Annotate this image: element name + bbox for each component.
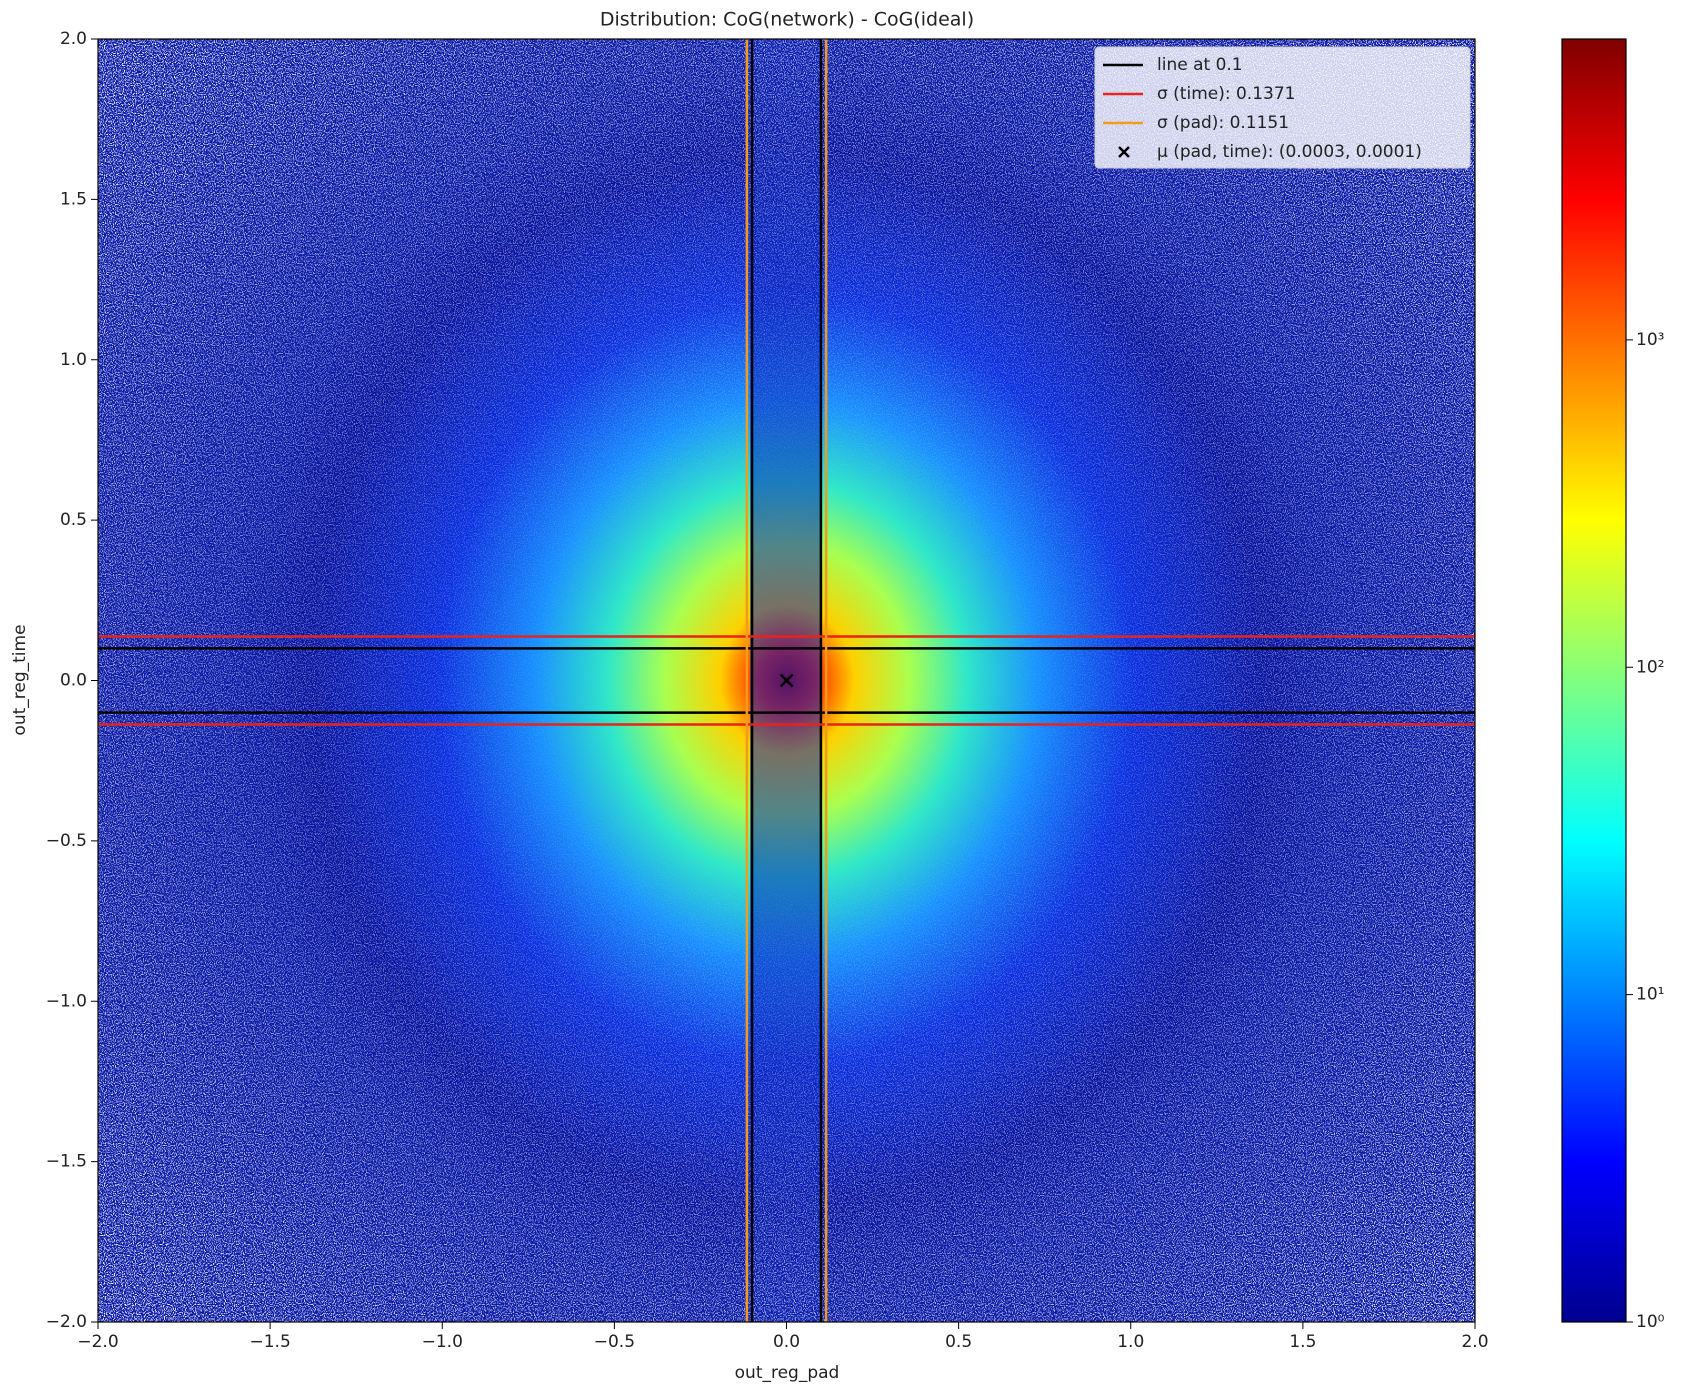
chart-title: Distribution: CoG(network) - CoG(ideal)	[600, 9, 974, 31]
colorbar-tick-label: 10¹	[1636, 985, 1664, 1005]
colorbar-tick-label: 10⁰	[1636, 1312, 1665, 1332]
colorbar-tick-label: 10³	[1636, 330, 1664, 350]
legend-box	[1094, 46, 1471, 169]
legend-label: μ (pad, time): (0.0003, 0.0001)	[1157, 142, 1422, 162]
x-tick-label: 0.0	[773, 1332, 800, 1352]
y-tick-label: 1.5	[60, 189, 87, 209]
x-axis-label: out_reg_pad	[735, 1363, 840, 1383]
legend: line at 0.1 σ (time): 0.1371 σ (pad): 0.11…	[1094, 46, 1471, 169]
y-tick-label: −1.5	[46, 1152, 87, 1172]
overlay	[98, 39, 1475, 1322]
y-tick-label: 0.0	[60, 671, 87, 691]
colorbar-tick-label: 10²	[1636, 657, 1664, 677]
colorbar-frame	[1561, 38, 1627, 1323]
y-tick-label: 2.0	[60, 29, 87, 49]
x-tick-label: −1.0	[422, 1332, 463, 1352]
colorbar	[1562, 39, 1626, 1322]
x-tick-label: 1.5	[1289, 1332, 1316, 1352]
y-axis-label: out_reg_time	[10, 624, 30, 735]
mean-marker	[779, 673, 794, 688]
y-tick-label: 1.0	[60, 350, 87, 370]
y-tick-label: 0.5	[60, 510, 87, 530]
y-tick-label: −2.0	[46, 1312, 87, 1332]
x-tick-label: 1.0	[1117, 1332, 1144, 1352]
x-tick-label: 2.0	[1461, 1332, 1488, 1352]
x-tick-label: −0.5	[594, 1332, 635, 1352]
legend-label: σ (time): 0.1371	[1157, 84, 1295, 104]
x-tick-label: 0.5	[945, 1332, 972, 1352]
x-tick-label: −2.0	[77, 1332, 118, 1352]
legend-marker	[1118, 146, 1130, 158]
y-tick-label: −1.0	[46, 991, 87, 1011]
x-tick-label: −1.5	[249, 1332, 290, 1352]
legend-label: line at 0.1	[1157, 55, 1243, 75]
y-tick-label: −0.5	[46, 831, 87, 851]
legend-label: σ (pad): 0.1151	[1157, 113, 1289, 133]
